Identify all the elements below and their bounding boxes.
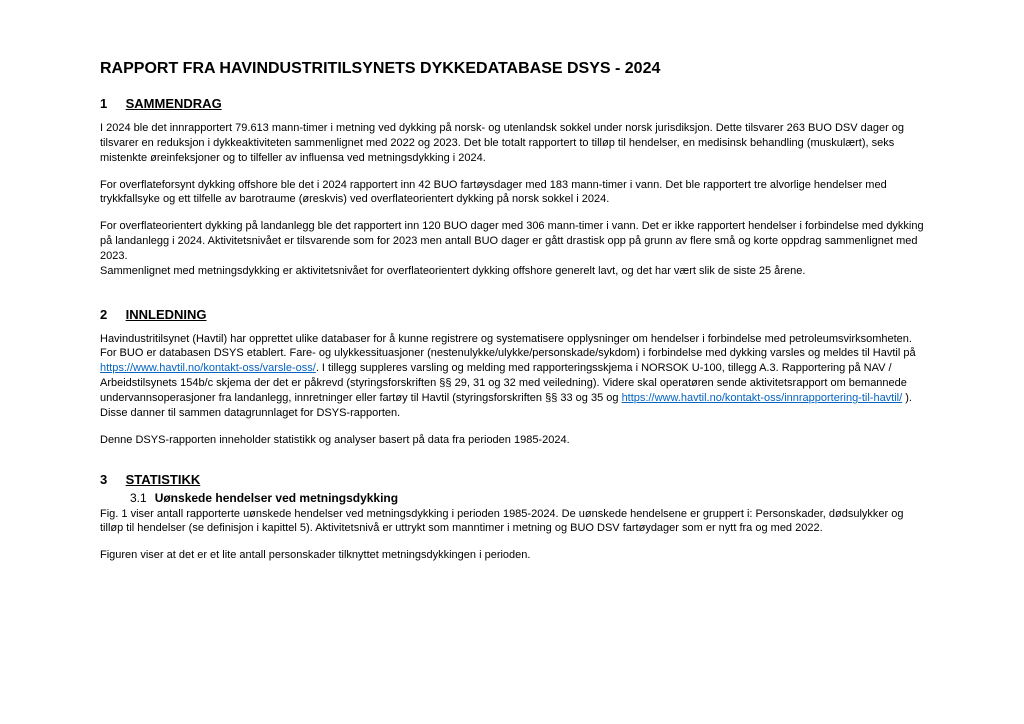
report-title: RAPPORT FRA HAVINDUSTRITILSYNETS DYKKEDA… xyxy=(100,60,924,78)
section-3-1-label: Uønskede hendelser ved metningsdykking xyxy=(155,491,398,505)
section-3-heading: 3 STATISTIKK xyxy=(100,472,924,487)
document-page: RAPPORT FRA HAVINDUSTRITILSYNETS DYKKEDA… xyxy=(0,0,1024,563)
section-2-paragraph-1: Havindustritilsynet (Havtil) har opprett… xyxy=(100,332,924,421)
section-1-heading: 1 SAMMENDRAG xyxy=(100,96,924,111)
section-1-number: 1 xyxy=(100,96,116,111)
section-3-label: STATISTIKK xyxy=(126,472,201,487)
section-2-heading: 2 INNLEDNING xyxy=(100,307,924,322)
section-2-label: INNLEDNING xyxy=(126,307,207,322)
section-2-number: 2 xyxy=(100,307,116,322)
section-3-1-heading: 3.1 Uønskede hendelser ved metningsdykkin… xyxy=(130,491,924,505)
link-varsle-oss[interactable]: https://www.havtil.no/kontakt-oss/varsle… xyxy=(100,362,316,374)
section-1-label: SAMMENDRAG xyxy=(126,96,222,111)
section-3-paragraph-1: Fig. 1 viser antall rapporterte uønskede… xyxy=(100,507,924,537)
section-2-paragraph-2: Denne DSYS-rapporten inneholder statisti… xyxy=(100,433,924,448)
section-3-paragraph-2: Figuren viser at det er et lite antall p… xyxy=(100,548,924,563)
section-2-text-a: Havindustritilsynet (Havtil) har opprett… xyxy=(100,333,916,360)
section-3-1-number: 3.1 xyxy=(130,491,147,505)
section-1-paragraph-4: Sammenlignet med metningsdykking er akti… xyxy=(100,264,924,279)
link-innrapportering[interactable]: https://www.havtil.no/kontakt-oss/innrap… xyxy=(622,392,903,404)
section-1-paragraph-2: For overflateforsynt dykking offshore bl… xyxy=(100,178,924,208)
section-1-paragraph-3: For overflateorientert dykking på landan… xyxy=(100,219,924,264)
section-1-paragraph-1: I 2024 ble det innrapportert 79.613 mann… xyxy=(100,121,924,166)
section-3-number: 3 xyxy=(100,472,116,487)
